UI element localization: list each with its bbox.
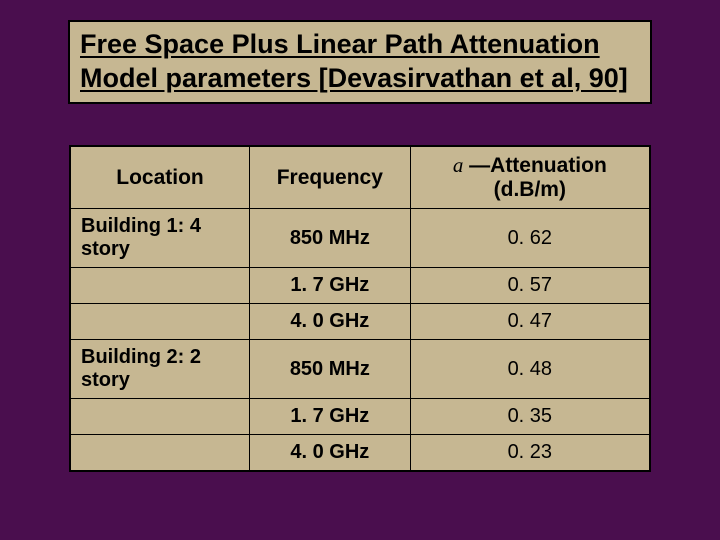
cell-frequency: 850 MHz xyxy=(250,209,411,268)
cell-location xyxy=(71,268,250,304)
cell-frequency: 1. 7 GHz xyxy=(250,399,411,435)
table-row: 4. 0 GHz 0. 23 xyxy=(71,435,650,471)
table-row: Building 1: 4 story 850 MHz 0. 62 xyxy=(71,209,650,268)
cell-frequency: 4. 0 GHz xyxy=(250,435,411,471)
cell-location xyxy=(71,304,250,340)
cell-attenuation: 0. 48 xyxy=(410,340,649,399)
alpha-symbol-icon: a xyxy=(453,153,464,177)
attenuation-table: Location Frequency a —Attenuation (d.B/m… xyxy=(70,146,650,471)
cell-location xyxy=(71,399,250,435)
col-header-frequency: Frequency xyxy=(250,147,411,209)
slide: Free Space Plus Linear Path Attenuation … xyxy=(0,0,720,540)
cell-attenuation: 0. 35 xyxy=(410,399,649,435)
table-row: 1. 7 GHz 0. 57 xyxy=(71,268,650,304)
col-header-location: Location xyxy=(71,147,250,209)
cell-location: Building 1: 4 story xyxy=(71,209,250,268)
table-row: 4. 0 GHz 0. 47 xyxy=(71,304,650,340)
cell-attenuation: 0. 62 xyxy=(410,209,649,268)
table-row: Building 2: 2 story 850 MHz 0. 48 xyxy=(71,340,650,399)
cell-frequency: 1. 7 GHz xyxy=(250,268,411,304)
col-header-attenuation: a —Attenuation (d.B/m) xyxy=(410,147,649,209)
cell-location xyxy=(71,435,250,471)
cell-frequency: 850 MHz xyxy=(250,340,411,399)
slide-title: Free Space Plus Linear Path Attenuation … xyxy=(80,28,640,96)
cell-attenuation: 0. 23 xyxy=(410,435,649,471)
cell-attenuation: 0. 57 xyxy=(410,268,649,304)
title-box: Free Space Plus Linear Path Attenuation … xyxy=(70,22,650,102)
attenuation-header-text: —Attenuation (d.B/m) xyxy=(463,154,606,201)
cell-frequency: 4. 0 GHz xyxy=(250,304,411,340)
table-row: 1. 7 GHz 0. 35 xyxy=(71,399,650,435)
cell-attenuation: 0. 47 xyxy=(410,304,649,340)
cell-location: Building 2: 2 story xyxy=(71,340,250,399)
table-header-row: Location Frequency a —Attenuation (d.B/m… xyxy=(71,147,650,209)
